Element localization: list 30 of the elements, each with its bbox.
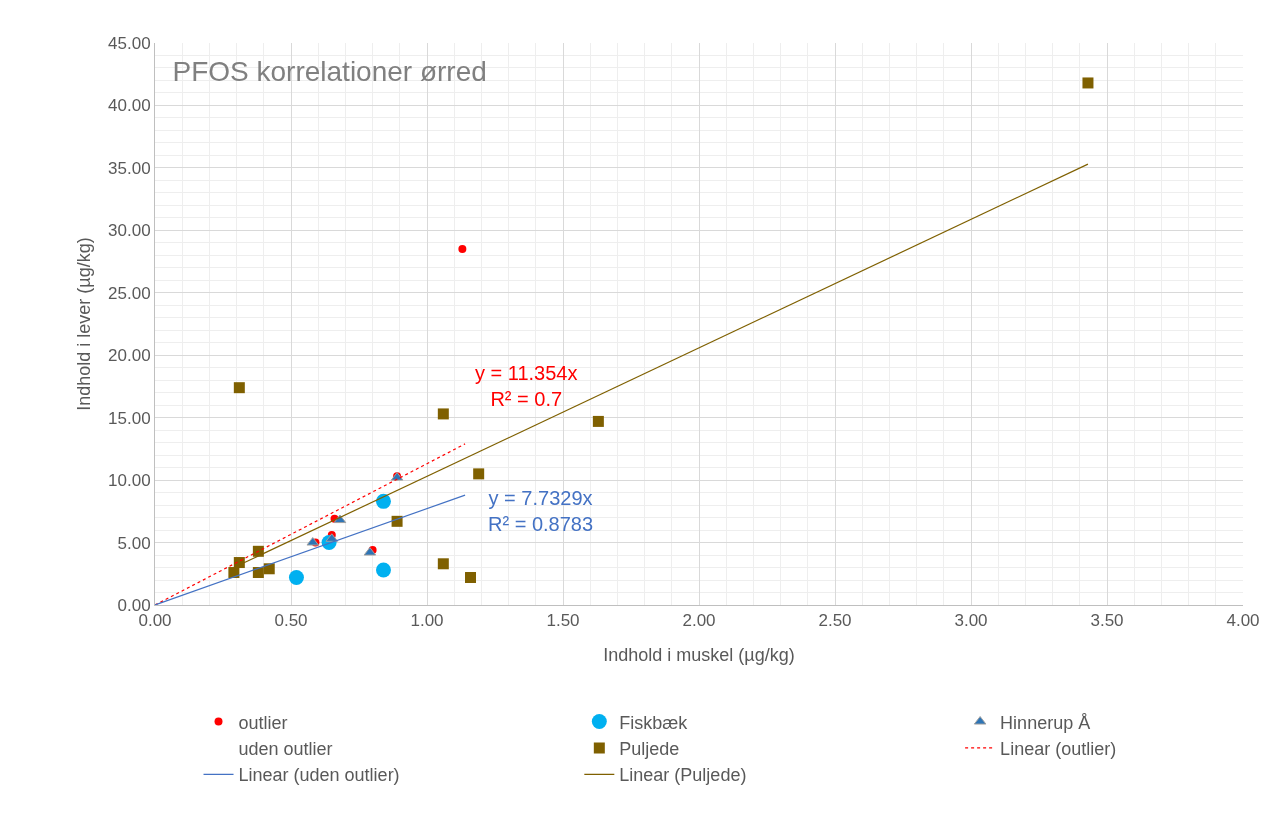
- annotation: y = 11.354x R² = 0.7: [475, 362, 578, 410]
- x-tick-label: 4.00: [1226, 611, 1260, 631]
- x-tick-label: 3.50: [1090, 611, 1124, 631]
- legend-label: Hinnerup Å: [1000, 712, 1091, 733]
- x-axis-title: Indhold i muskel (µg/kg): [603, 644, 795, 665]
- y-tick-label: 5.00: [117, 533, 151, 553]
- x-tick-label: 2.50: [818, 611, 852, 631]
- x-tick-label: 2.00: [682, 611, 716, 631]
- x-tick-label: 0.50: [274, 611, 308, 631]
- legend-label: Linear (uden outlier): [238, 765, 400, 786]
- annotation: y = 7.7329x R² = 0.8783: [488, 487, 594, 535]
- y-tick-label: 35.00: [108, 158, 151, 178]
- y-axis-title: Indhold i lever (µg/kg): [74, 237, 95, 411]
- legend-label: Linear (outlier): [1000, 738, 1117, 759]
- y-tick-label: 15.00: [108, 408, 151, 428]
- legend-label: Fiskbæk: [619, 712, 689, 733]
- legend-label: outlier: [238, 712, 288, 733]
- text: uden outlier: [238, 738, 333, 759]
- y-tick-label: 30.00: [108, 221, 151, 241]
- x-tick-label: 1.00: [410, 611, 444, 631]
- y-tick-label: 25.00: [108, 283, 151, 303]
- y-tick-label: 45.00: [108, 33, 151, 53]
- text: PFOS korrelationer ørred: [172, 55, 487, 87]
- x-tick-label: 1.50: [546, 611, 580, 631]
- y-tick-label: 20.00: [108, 346, 151, 366]
- x-tick-label: 3.00: [954, 611, 988, 631]
- y-tick-label: 10.00: [108, 471, 151, 491]
- legend-label: Puljede: [619, 738, 680, 759]
- legend-label: Linear (Puljede): [619, 765, 747, 786]
- y-tick-label: 40.00: [108, 96, 151, 116]
